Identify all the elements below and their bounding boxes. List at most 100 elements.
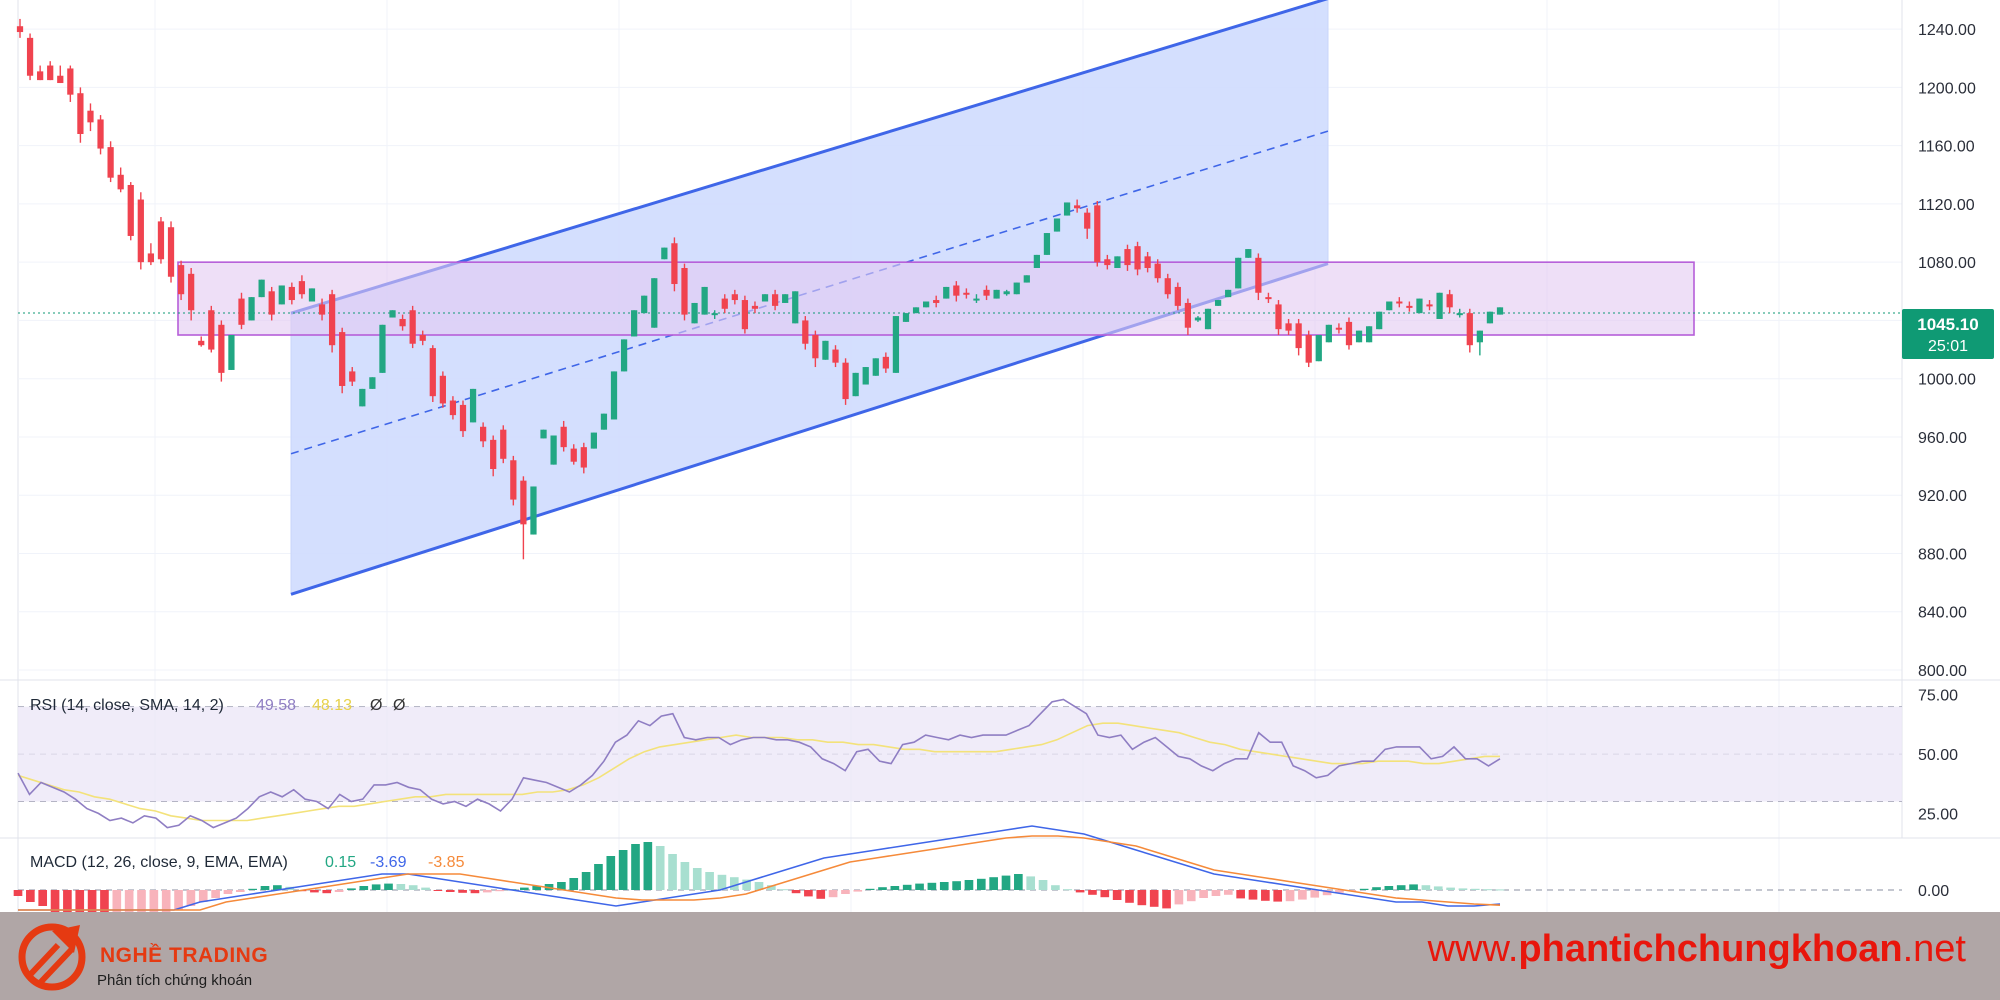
candle-body	[741, 300, 749, 330]
macd-line	[18, 825, 1501, 911]
price-tick-label: 1160.00	[1918, 139, 1975, 156]
candle-body	[87, 110, 94, 123]
candle	[1345, 317, 1353, 350]
candle-body	[1305, 335, 1312, 363]
candle-body	[238, 298, 245, 325]
candle-body	[359, 388, 366, 407]
macd-hist-bar	[532, 886, 542, 890]
candle	[208, 305, 215, 353]
candle	[1305, 330, 1312, 368]
rsi-legend[interactable]: RSI (14, close, SMA, 14, 2) 49.58 48.13 …	[30, 697, 405, 714]
candle-body	[429, 348, 436, 397]
macd-hist-bar	[680, 862, 690, 890]
macd-value: -3.69	[370, 854, 407, 871]
candle-body	[1315, 335, 1322, 362]
candle	[47, 61, 54, 81]
candle-body	[812, 335, 819, 359]
macd-hist-bar	[1125, 890, 1134, 903]
candle	[1184, 298, 1192, 335]
price-tick-label: 960.00	[1918, 430, 1967, 447]
macd-hist-bar	[618, 850, 628, 890]
candle-body	[933, 300, 940, 303]
candle	[1003, 289, 1010, 296]
macd-signal-line	[18, 835, 1501, 911]
candle	[1265, 292, 1272, 303]
macd-hist-bar	[754, 882, 764, 890]
macd-hist-bar	[38, 890, 48, 906]
macd-axis[interactable]: 0.00	[1918, 883, 1949, 900]
candle	[147, 243, 155, 266]
candle-body	[1476, 330, 1483, 343]
macd-pane[interactable]: MACD (12, 26, close, 9, EMA, EMA) 0.15 -…	[13, 825, 1950, 922]
candle	[1164, 273, 1171, 299]
candle	[439, 371, 446, 408]
macd-hist-bar	[433, 890, 443, 891]
candle-body	[1295, 323, 1302, 349]
candle	[520, 476, 527, 560]
candle	[26, 33, 34, 81]
macd-hist-bar	[124, 890, 134, 918]
candle	[1214, 300, 1222, 306]
candle	[278, 285, 285, 305]
candle-body	[97, 119, 104, 149]
candle-body	[318, 304, 326, 315]
candle	[570, 444, 577, 465]
macd-legend[interactable]: MACD (12, 26, close, 9, EMA, EMA) 0.15 -…	[30, 854, 465, 871]
candle-body	[1124, 249, 1131, 266]
candle	[1245, 249, 1252, 258]
website-url[interactable]: www.phantichchungkhoan.net	[1428, 928, 1966, 971]
macd-hist-bar	[161, 890, 171, 912]
candle-body	[389, 310, 396, 318]
candle-body	[691, 302, 698, 324]
candle	[248, 297, 255, 321]
macd-hist-bar	[248, 888, 257, 890]
macd-hist-bar	[557, 882, 566, 890]
macd-hist-bar	[445, 890, 455, 892]
candle-body	[590, 432, 597, 449]
macd-hist-bar	[606, 856, 616, 890]
candle-body	[218, 324, 225, 373]
candle	[1033, 254, 1040, 268]
candle-body	[943, 286, 950, 299]
price-axis[interactable]: 1240.001200.001160.001120.001080.001040.…	[1901, 0, 2000, 838]
candle-body	[1335, 327, 1343, 330]
macd-hist-bar	[482, 890, 492, 893]
candle	[1456, 308, 1463, 318]
price-tick-label: 800.00	[1918, 663, 1967, 680]
candle-body	[147, 253, 155, 263]
candle-body	[1084, 212, 1091, 229]
price-pane[interactable]	[16, 0, 1902, 912]
macd-hist-value: 0.15	[325, 854, 356, 871]
candle-body	[842, 362, 849, 400]
candle-body	[379, 324, 386, 373]
candle	[77, 87, 84, 143]
last-price-tag: 1045.10 25:01	[1902, 309, 1994, 359]
candle	[1426, 300, 1433, 311]
candle	[429, 345, 436, 402]
macd-hist-bar	[310, 890, 319, 893]
candle-body	[1174, 286, 1181, 306]
candle	[87, 103, 94, 132]
candle	[751, 301, 759, 314]
candle	[1355, 330, 1363, 343]
channel-upper-line	[290, 0, 1329, 315]
candle-body	[1456, 313, 1463, 316]
candle	[1295, 318, 1302, 356]
candle	[399, 314, 406, 331]
rsi-pane[interactable]: RSI (14, close, SMA, 14, 2) 49.58 48.13 …	[17, 688, 1958, 829]
candle	[419, 330, 426, 346]
candle-body	[1325, 324, 1332, 343]
candle	[862, 367, 869, 385]
candle-body	[862, 367, 869, 385]
candle	[1225, 289, 1232, 298]
candle	[923, 301, 930, 308]
rsi-axis[interactable]: 75.00 50.00 25.00	[1918, 688, 1958, 824]
macd-hist-bar	[174, 890, 183, 910]
candle-body	[1194, 317, 1202, 321]
candle-body	[1225, 289, 1232, 298]
candle	[1376, 311, 1383, 330]
candle	[1134, 241, 1141, 276]
candle-body	[117, 174, 124, 190]
macd-hist-bar	[1409, 884, 1418, 890]
